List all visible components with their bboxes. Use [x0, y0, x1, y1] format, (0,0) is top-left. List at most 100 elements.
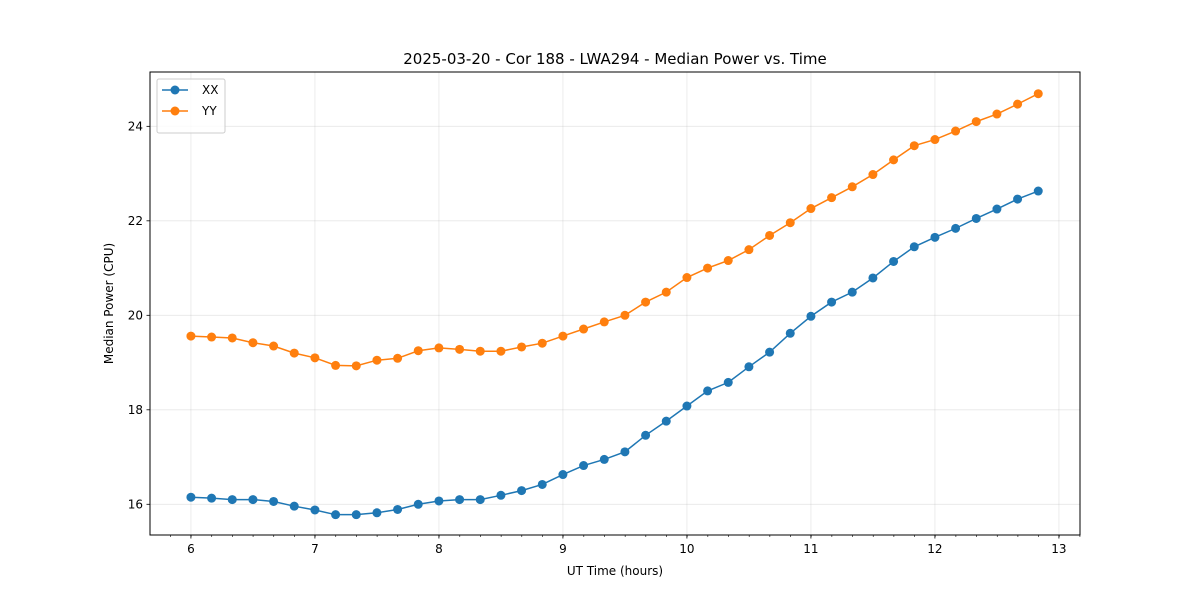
- data-point-xx: [207, 493, 217, 503]
- data-point-yy: [992, 109, 1002, 119]
- data-point-xx: [227, 495, 237, 505]
- data-point-xx: [909, 242, 919, 252]
- data-point-xx: [186, 492, 196, 502]
- data-point-xx: [847, 287, 857, 297]
- data-point-xx: [351, 510, 361, 520]
- data-point-xx: [682, 401, 692, 411]
- data-point-xx: [744, 362, 754, 372]
- data-point-yy: [496, 346, 506, 356]
- x-tick-label: 6: [187, 542, 195, 556]
- plot-frame: [149, 71, 1081, 536]
- data-point-xx: [827, 297, 837, 307]
- x-tick-label: 7: [311, 542, 319, 556]
- data-point-xx: [1033, 186, 1043, 196]
- y-tick-label: 24: [128, 119, 143, 133]
- data-point-yy: [847, 182, 857, 192]
- data-point-yy: [785, 218, 795, 228]
- y-axis-label: Median Power (CPU): [102, 243, 116, 364]
- legend-label-yy: YY: [201, 104, 217, 118]
- data-point-yy: [703, 263, 713, 273]
- data-point-xx: [930, 232, 940, 242]
- data-point-yy: [331, 360, 341, 370]
- data-point-yy: [455, 344, 465, 354]
- data-point-xx: [785, 328, 795, 338]
- y-tick-label: 22: [128, 214, 143, 228]
- x-tick-label: 10: [679, 542, 694, 556]
- y-tick-label: 16: [128, 497, 143, 511]
- axes: 6 7 8 9 10 11 12 13 16 18 20 22 24: [128, 119, 1081, 556]
- data-point-yy: [599, 317, 609, 327]
- data-point-xx: [393, 504, 403, 514]
- data-point-yy: [889, 155, 899, 165]
- data-point-yy: [765, 230, 775, 240]
- data-point-xx: [868, 273, 878, 283]
- data-point-xx: [248, 495, 258, 505]
- data-point-yy: [951, 126, 961, 136]
- data-point-yy: [1013, 99, 1023, 109]
- data-point-xx: [289, 501, 299, 511]
- data-point-xx: [269, 496, 279, 506]
- data-point-xx: [992, 204, 1002, 214]
- data-point-yy: [579, 324, 589, 334]
- legend-label-xx: XX: [202, 83, 218, 97]
- data-point-xx: [455, 495, 465, 505]
- data-point-yy: [930, 135, 940, 145]
- data-point-xx: [889, 256, 899, 266]
- data-point-xx: [537, 479, 547, 489]
- legend-marker-xx: [170, 85, 180, 95]
- legend: XX YY: [156, 78, 226, 134]
- data-point-yy: [207, 332, 217, 342]
- data-point-xx: [496, 490, 506, 500]
- data-point-yy: [269, 341, 279, 351]
- data-point-yy: [744, 245, 754, 255]
- data-point-yy: [827, 193, 837, 203]
- data-point-yy: [186, 331, 196, 341]
- x-axis-label: UT Time (hours): [567, 564, 663, 578]
- data-point-xx: [1013, 194, 1023, 204]
- x-tick-label: 8: [435, 542, 443, 556]
- legend-marker-yy: [170, 106, 180, 116]
- data-point-xx: [641, 430, 651, 440]
- data-point-xx: [971, 213, 981, 223]
- y-tick-label: 18: [128, 403, 143, 417]
- data-point-yy: [351, 361, 361, 371]
- data-point-xx: [599, 454, 609, 464]
- data-point-yy: [641, 297, 651, 307]
- x-tick-label: 13: [1051, 542, 1066, 556]
- data-point-xx: [434, 496, 444, 506]
- grid: [150, 72, 1080, 535]
- data-point-yy: [434, 343, 444, 353]
- data-point-yy: [475, 346, 485, 356]
- data-point-yy: [806, 204, 816, 214]
- data-point-xx: [310, 505, 320, 515]
- data-point-xx: [951, 223, 961, 233]
- x-tick-label: 11: [803, 542, 818, 556]
- data-point-xx: [372, 508, 382, 518]
- data-point-yy: [517, 342, 527, 352]
- data-point-yy: [682, 273, 692, 283]
- data-point-xx: [661, 416, 671, 426]
- data-point-xx: [723, 377, 733, 387]
- series-layer: [186, 89, 1043, 520]
- data-point-yy: [310, 353, 320, 363]
- data-point-yy: [248, 338, 258, 348]
- data-point-yy: [558, 331, 568, 341]
- data-point-yy: [661, 287, 671, 297]
- data-point-xx: [517, 486, 527, 496]
- data-point-xx: [413, 499, 423, 509]
- data-point-yy: [909, 141, 919, 151]
- data-point-xx: [475, 495, 485, 505]
- data-point-yy: [723, 256, 733, 266]
- data-point-xx: [331, 510, 341, 520]
- data-point-xx: [703, 386, 713, 396]
- data-point-xx: [620, 447, 630, 457]
- data-point-xx: [579, 461, 589, 471]
- data-point-yy: [971, 117, 981, 127]
- y-tick-label: 20: [128, 308, 143, 322]
- data-point-yy: [227, 333, 237, 343]
- data-point-yy: [1033, 89, 1043, 99]
- data-point-yy: [289, 348, 299, 358]
- data-point-yy: [868, 170, 878, 180]
- data-point-xx: [806, 311, 816, 321]
